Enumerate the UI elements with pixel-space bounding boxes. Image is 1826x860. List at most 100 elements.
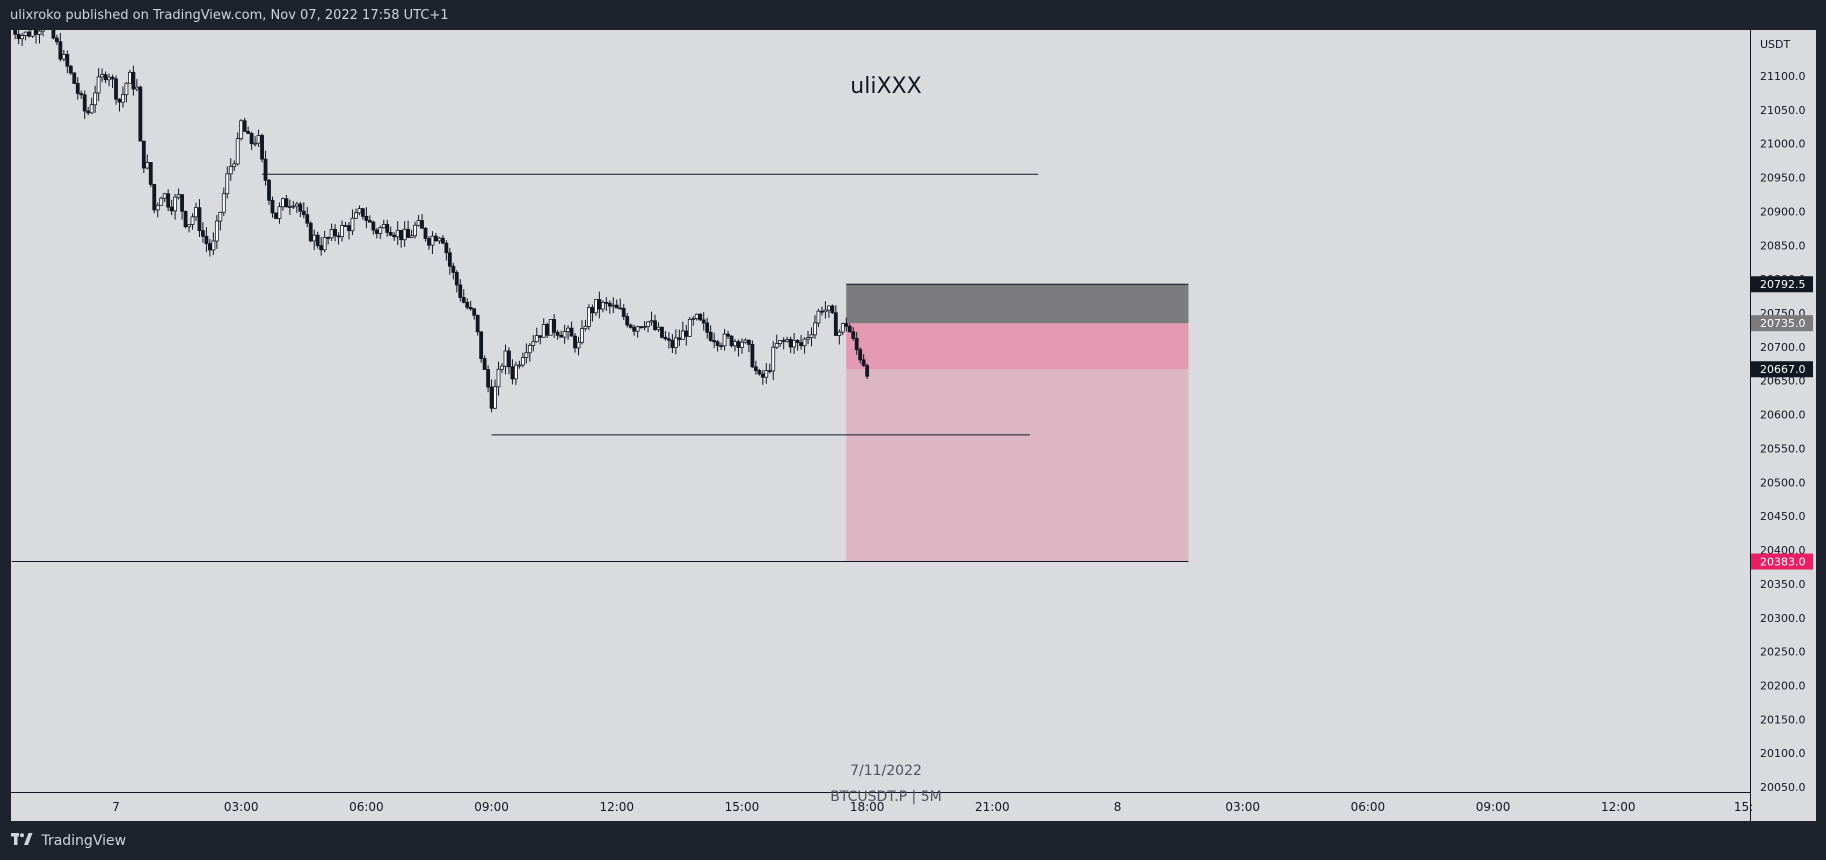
chart-area[interactable]: USDT 21100.0 21050.0 21000.0 20950.0 20900.0 2… bbox=[11, 30, 1816, 821]
candle-body bbox=[552, 319, 557, 333]
candle-body bbox=[61, 54, 66, 60]
candle-body bbox=[837, 331, 842, 336]
candle-body bbox=[413, 224, 417, 237]
price-axis-tick-label: 20600.0 bbox=[1760, 409, 1806, 422]
candle-body bbox=[475, 314, 480, 333]
candle-body bbox=[538, 335, 543, 338]
candle-body bbox=[493, 386, 497, 409]
candle-body bbox=[218, 211, 223, 222]
candle-body bbox=[427, 238, 431, 246]
candle-body bbox=[333, 228, 337, 237]
candle-body bbox=[444, 242, 449, 254]
candle-body bbox=[322, 237, 327, 251]
publisher-header: ulixroko published on TradingView.com, N… bbox=[0, 0, 1826, 31]
candle-body bbox=[806, 337, 810, 340]
price-tag bbox=[1751, 553, 1813, 570]
candle-body bbox=[628, 324, 633, 328]
candle-body bbox=[249, 133, 254, 145]
candle-body bbox=[809, 334, 814, 338]
candle-body bbox=[520, 357, 525, 366]
candle-body bbox=[374, 229, 379, 234]
candle-body bbox=[381, 224, 386, 229]
candle-body bbox=[287, 206, 292, 208]
candle-body bbox=[865, 365, 870, 377]
time-axis-tick-label: 12:00 bbox=[599, 800, 634, 814]
candle-body bbox=[583, 325, 588, 330]
candle-body bbox=[235, 138, 240, 165]
price-tag-label: 20383.0 bbox=[1760, 556, 1806, 569]
candle-body bbox=[639, 326, 644, 329]
time-axis-tick-label: 09:00 bbox=[1476, 800, 1511, 814]
candle-body bbox=[79, 93, 84, 96]
price-axis-tick-label: 20250.0 bbox=[1760, 646, 1806, 659]
candle-body bbox=[778, 340, 783, 344]
candle-body bbox=[861, 359, 866, 366]
candle-body bbox=[667, 338, 671, 341]
candle-body bbox=[517, 364, 522, 367]
candle-body bbox=[694, 313, 699, 319]
candle-body bbox=[764, 370, 769, 378]
price-axis-tick-label: 20900.0 bbox=[1760, 205, 1806, 218]
candle-body bbox=[294, 203, 299, 207]
candle-body bbox=[573, 335, 577, 349]
candle-body bbox=[194, 207, 198, 218]
candle-body bbox=[854, 337, 859, 351]
candle-body bbox=[371, 221, 376, 231]
price-axis-tick-label: 20050.0 bbox=[1760, 781, 1806, 794]
candle-body bbox=[684, 330, 689, 337]
price-axis-tick-label: 20700.0 bbox=[1760, 341, 1806, 354]
candle-body bbox=[260, 134, 264, 160]
candle-body bbox=[691, 318, 696, 320]
candle-body bbox=[190, 216, 195, 225]
footer-brand: TradingView bbox=[41, 833, 127, 849]
candle-body bbox=[336, 235, 341, 238]
candle-body bbox=[232, 163, 237, 167]
candle-body bbox=[41, 30, 45, 32]
candle-body bbox=[632, 326, 637, 332]
candle-body bbox=[270, 199, 275, 214]
candle-body bbox=[597, 299, 602, 310]
candle-body bbox=[642, 326, 647, 328]
candle-body bbox=[705, 322, 710, 333]
candle-body bbox=[166, 193, 171, 208]
time-axis-tick-label: 09:00 bbox=[474, 800, 509, 814]
candle-body bbox=[361, 208, 365, 217]
time-axis-tick-label: 18:00 bbox=[850, 800, 885, 814]
price-chart[interactable]: USDT 21100.0 21050.0 21000.0 20950.0 20900.0 2… bbox=[11, 30, 1816, 821]
candle-body bbox=[646, 321, 650, 327]
candle-body bbox=[660, 326, 664, 338]
candle-body bbox=[117, 98, 122, 103]
candle-body bbox=[319, 245, 324, 251]
candle-body bbox=[781, 340, 786, 342]
candle-body bbox=[357, 208, 362, 214]
candle-body bbox=[593, 299, 598, 314]
candle-body bbox=[559, 334, 564, 338]
candle-body bbox=[406, 228, 411, 238]
candle-body bbox=[440, 237, 445, 244]
candle-body bbox=[757, 370, 762, 375]
candle-body bbox=[340, 225, 344, 238]
candle-body bbox=[364, 215, 369, 221]
price-axis-tick-label: 20950.0 bbox=[1760, 172, 1806, 185]
candle-body bbox=[750, 343, 755, 368]
candle-body bbox=[284, 198, 289, 208]
candle-body bbox=[820, 310, 824, 313]
candle-body bbox=[802, 338, 807, 347]
candle-body bbox=[576, 341, 581, 349]
candle-body bbox=[604, 301, 609, 304]
candle-body bbox=[16, 33, 21, 40]
candle-body bbox=[267, 179, 271, 201]
candle-body bbox=[242, 120, 247, 132]
candle-body bbox=[100, 74, 104, 78]
candle-body bbox=[301, 210, 306, 216]
price-axis-tick-label: 20350.0 bbox=[1760, 578, 1806, 591]
price-tag-label: 20735.0 bbox=[1760, 317, 1806, 330]
candle-body bbox=[176, 194, 181, 198]
candle-body bbox=[128, 71, 132, 84]
candle-body bbox=[124, 82, 129, 96]
candle-body bbox=[138, 86, 143, 142]
candle-body bbox=[305, 214, 310, 224]
time-axis-tick-label: 12:00 bbox=[1601, 800, 1636, 814]
price-axis-tick-label: 20200.0 bbox=[1760, 679, 1806, 692]
candle-body bbox=[587, 307, 591, 327]
